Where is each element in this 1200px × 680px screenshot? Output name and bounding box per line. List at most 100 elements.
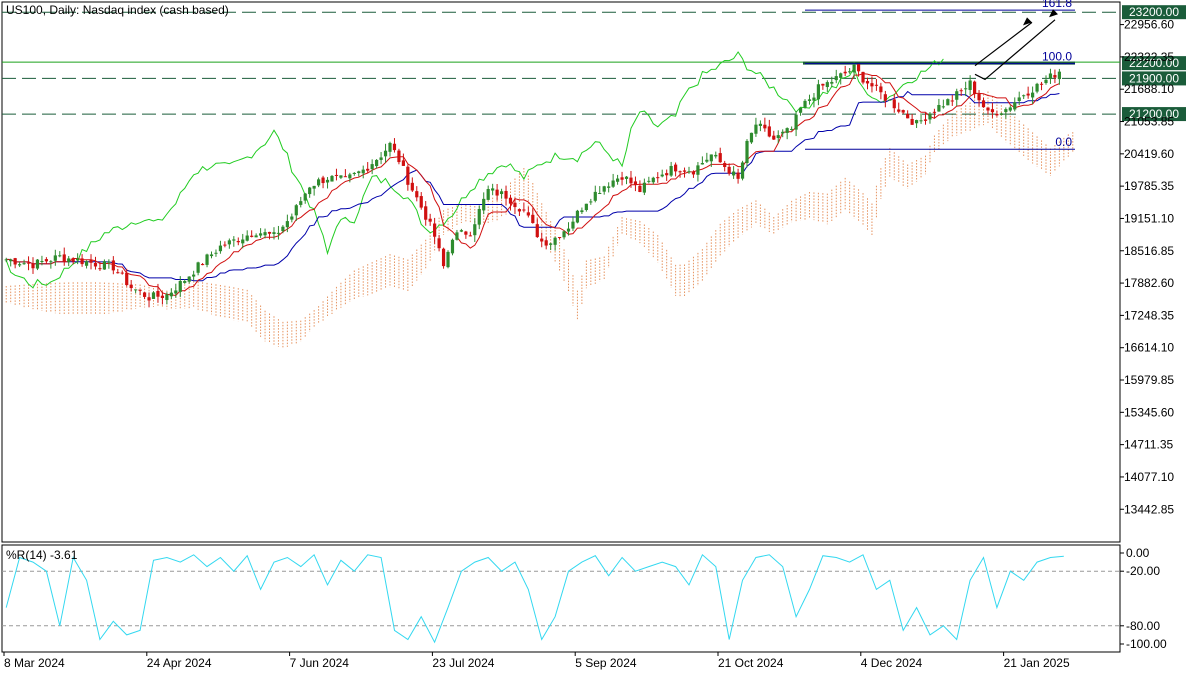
candle-body <box>31 263 35 269</box>
candle-body <box>40 260 44 262</box>
candle-body <box>624 176 629 179</box>
candle-body <box>714 154 718 157</box>
candle-body <box>598 193 602 195</box>
candle <box>40 255 44 266</box>
candle <box>986 107 990 115</box>
candle <box>897 102 901 114</box>
candle <box>1004 107 1008 119</box>
candle-body <box>232 239 236 241</box>
candle <box>633 176 638 192</box>
candle <box>9 258 13 267</box>
candle-body <box>415 191 419 198</box>
projection-arrows <box>974 9 1058 81</box>
candle-body <box>888 99 892 101</box>
candle-body <box>321 177 325 184</box>
candle-body <box>959 90 963 92</box>
candle <box>803 99 807 109</box>
candle <box>232 236 236 247</box>
candle-body <box>977 93 981 101</box>
candle <box>566 222 571 236</box>
candle <box>169 288 173 299</box>
candle <box>834 69 838 84</box>
candle-body <box>4 259 8 261</box>
candle-body <box>727 166 731 174</box>
candle-body <box>660 174 664 177</box>
candle-body <box>491 188 495 191</box>
candle-body <box>294 205 298 216</box>
indicator-panel-border <box>1 544 1121 653</box>
candle <box>732 166 736 179</box>
candle-body <box>580 210 584 213</box>
candle <box>714 151 718 159</box>
arrow-path <box>974 21 1033 67</box>
candle <box>852 61 856 79</box>
candle <box>950 94 954 106</box>
candle-body <box>223 244 227 246</box>
candle <box>504 185 508 206</box>
price-tick-label: 16614.10 <box>1124 341 1174 355</box>
candle-body <box>214 252 218 254</box>
candle <box>245 230 249 242</box>
candle <box>919 113 923 124</box>
candle <box>294 204 298 222</box>
candle <box>968 75 972 96</box>
candle <box>18 261 22 268</box>
candle-body <box>116 272 120 274</box>
candle <box>589 198 593 205</box>
candle <box>607 182 611 193</box>
candle-body <box>142 292 147 297</box>
candle-body <box>35 259 40 269</box>
price-tick-label: 17882.60 <box>1124 276 1174 290</box>
candle <box>250 230 254 238</box>
candle <box>861 71 865 85</box>
candle <box>995 110 999 117</box>
candle <box>615 174 620 185</box>
candle-body <box>781 131 785 134</box>
candle-body <box>950 100 954 102</box>
candle <box>535 218 539 238</box>
candle-body <box>865 81 870 84</box>
candle <box>839 72 843 85</box>
candle <box>892 93 896 113</box>
price-tag-label: 21200.00 <box>1129 107 1179 121</box>
candle-body <box>981 100 986 108</box>
candle <box>446 250 450 269</box>
candle-body <box>169 292 173 297</box>
candle-body <box>696 165 700 175</box>
price-tick-label: 19785.35 <box>1124 179 1174 193</box>
candle <box>151 291 156 299</box>
horizontal-levels <box>2 11 1120 115</box>
candle-body <box>348 174 352 179</box>
candle <box>441 247 446 269</box>
candle <box>388 141 392 157</box>
wpr-line <box>5 553 1064 644</box>
candle-body <box>839 73 843 78</box>
price-tag <box>1122 71 1186 86</box>
candle <box>785 127 789 140</box>
candle-body <box>58 255 62 257</box>
candle-body <box>919 120 923 122</box>
candle <box>317 177 321 188</box>
candle <box>196 261 200 276</box>
candle <box>26 256 31 271</box>
candle-body <box>700 163 704 165</box>
candle-body <box>620 177 624 180</box>
candle <box>419 192 423 210</box>
candle <box>93 256 98 270</box>
candle <box>781 129 785 138</box>
chikou-line <box>5 51 944 289</box>
price-tick-label: 22322.35 <box>1124 50 1174 64</box>
candle-body <box>1031 92 1035 98</box>
candle <box>459 228 464 233</box>
candle-body <box>557 237 562 239</box>
candle-body <box>178 280 182 292</box>
candle <box>798 107 803 116</box>
price-tick-label: 18516.85 <box>1124 244 1174 258</box>
price-tick-label: 20419.60 <box>1124 147 1174 161</box>
candle-body <box>241 239 245 244</box>
candle-body <box>437 238 441 249</box>
candle <box>682 167 687 178</box>
candle-body <box>794 114 798 130</box>
candle <box>923 112 928 125</box>
candle <box>366 162 370 173</box>
